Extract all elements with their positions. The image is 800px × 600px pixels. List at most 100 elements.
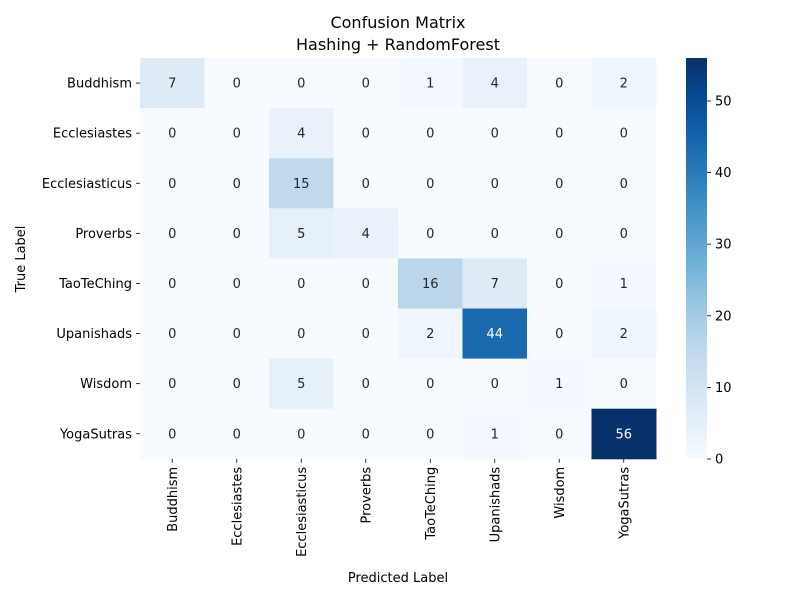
cell-value-label: 7 (168, 77, 176, 92)
heatmap-cell (333, 308, 399, 360)
heatmap-cell (269, 358, 334, 410)
heatmap-cell (204, 308, 270, 360)
heatmap-cell (204, 208, 270, 259)
cell-value-label: 0 (362, 277, 370, 292)
heatmap-cell (591, 58, 657, 109)
cell-value-label: 0 (362, 427, 370, 442)
heatmap-cell (591, 108, 657, 159)
heatmap-cell (462, 208, 528, 259)
cell-value-label: 2 (426, 327, 434, 342)
cell-value-label: 15 (293, 177, 310, 192)
cell-value-label: 16 (422, 277, 439, 292)
heatmap-cell (591, 258, 657, 309)
x-axis-label: Predicted Label (348, 571, 448, 586)
heatmap-cell (333, 408, 399, 460)
colorbar-ticks: 0 10 20 30 40 50 (707, 94, 732, 468)
heatmap-cell (269, 58, 334, 109)
heatmap-cell (591, 158, 657, 209)
cell-value-label: 0 (362, 77, 370, 92)
y-tick-label: TaoTeChing (58, 277, 132, 292)
cell-value-label: 0 (362, 327, 370, 342)
y-tick-label: YogaSutras (59, 427, 132, 442)
cell-value-label: 1 (426, 77, 434, 92)
x-tick-label: YogaSutras (617, 467, 632, 540)
x-tick-label: TaoTeChing (424, 467, 439, 541)
heatmap-cell (333, 108, 399, 159)
cell-value-label: 0 (491, 177, 499, 192)
heatmap-cell (398, 58, 463, 109)
y-axis-label: True Label (14, 226, 29, 294)
heatmap-cell (333, 58, 399, 109)
heatmap-cell (140, 408, 205, 460)
colorbar-tick-label: 30 (715, 238, 732, 253)
heatmap-cell (140, 158, 205, 209)
cell-value-label: 0 (491, 377, 499, 392)
heatmap-cell (462, 108, 528, 159)
cell-value-label: 7 (491, 277, 499, 292)
cell-value-label: 0 (233, 177, 241, 192)
cell-value-label: 56 (615, 427, 632, 442)
cell-value-label: 1 (555, 377, 563, 392)
cell-value-label: 0 (233, 277, 241, 292)
cell-value-label: 5 (297, 227, 305, 242)
cell-value-label: 0 (426, 427, 434, 442)
heatmap-cell (140, 258, 205, 309)
cell-value-label: 0 (362, 377, 370, 392)
cell-value-label: 2 (620, 77, 628, 92)
cell-value-label: 5 (297, 377, 305, 392)
y-tick-label: Buddhism (67, 77, 132, 92)
colorbar-tick-label: 50 (715, 94, 732, 109)
cell-value-label: 4 (491, 77, 499, 92)
cell-value-label: 0 (620, 127, 628, 142)
heatmap-cell (398, 208, 463, 259)
heatmap-cell (204, 158, 270, 209)
cell-value-label: 0 (555, 427, 563, 442)
heatmap-cell (269, 208, 334, 259)
x-tick-label: Wisdom (553, 467, 568, 519)
colorbar (686, 58, 707, 459)
cell-value-label: 0 (620, 177, 628, 192)
y-tick-label: Ecclesiastes (53, 127, 132, 142)
heatmap-cell (591, 358, 657, 410)
cell-value-label: 0 (233, 427, 241, 442)
heatmap-cell (462, 308, 528, 360)
cell-value-label: 0 (168, 377, 176, 392)
cell-value-label: 0 (168, 177, 176, 192)
heatmap-cell (398, 108, 463, 159)
cell-value-label: 0 (555, 77, 563, 92)
cell-value-label: 0 (555, 277, 563, 292)
heatmap-cell (269, 108, 334, 159)
heatmap-cell (140, 108, 205, 159)
heatmap-cell (527, 208, 592, 259)
colorbar-tick-label: 10 (715, 381, 732, 396)
cell-value-label: 0 (297, 77, 305, 92)
heatmap-cell (462, 258, 528, 309)
cell-value-label: 0 (555, 127, 563, 142)
y-tick-labels: Buddhism Ecclesiastes Ecclesiasticus Prover… (42, 77, 140, 442)
cell-value-label: 1 (620, 277, 628, 292)
cell-value-label: 0 (297, 277, 305, 292)
heatmap-cell (269, 408, 334, 460)
cell-value-label: 1 (491, 427, 499, 442)
x-tick-label: Ecclesiasticus (295, 467, 310, 557)
cell-value-label: 0 (491, 227, 499, 242)
cell-value-label: 0 (555, 327, 563, 342)
heatmap-cell (204, 58, 270, 109)
cell-value-label: 0 (168, 427, 176, 442)
colorbar-tick-label: 20 (715, 309, 732, 324)
cell-value-label: 0 (426, 227, 434, 242)
cell-value-label: 0 (426, 177, 434, 192)
y-tick-label: Upanishads (56, 327, 132, 342)
cell-value-label: 0 (620, 227, 628, 242)
heatmap-cell (527, 358, 592, 410)
heatmap-cell (204, 408, 270, 460)
cell-value-label: 4 (362, 227, 370, 242)
cell-value-label: 0 (362, 127, 370, 142)
heatmap-cell (398, 408, 463, 460)
heatmap-cell (398, 358, 463, 410)
heatmap-cell (591, 408, 657, 460)
chart-subtitle: Hashing + RandomForest (296, 35, 500, 54)
cell-value-label: 0 (168, 127, 176, 142)
heatmap-cell (398, 158, 463, 209)
cell-value-label: 0 (233, 377, 241, 392)
